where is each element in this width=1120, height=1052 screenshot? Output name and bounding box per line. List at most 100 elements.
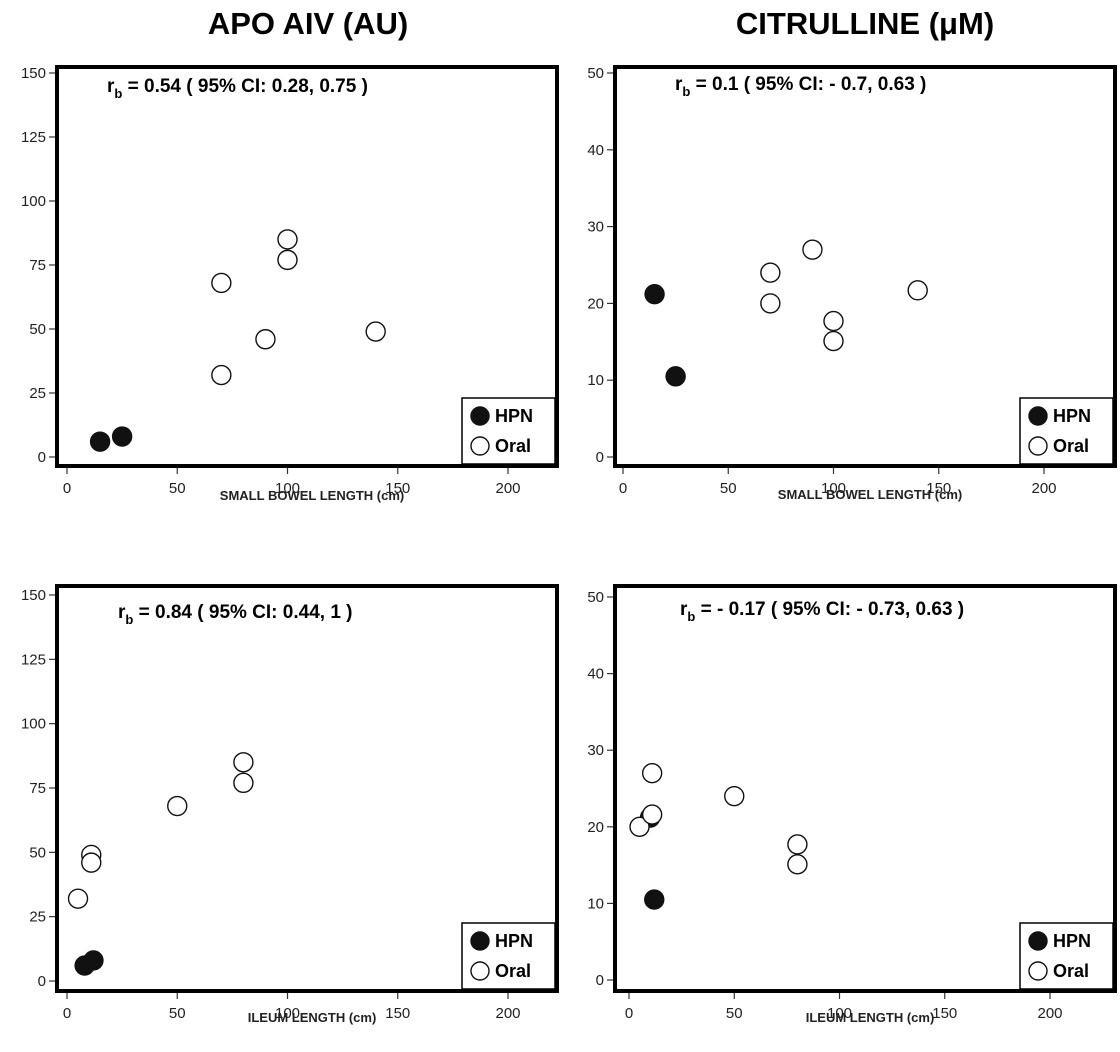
- y-tick-label: 0: [38, 449, 46, 466]
- legend: HPN Oral: [1019, 397, 1114, 465]
- x-tick-label: 200: [495, 1005, 520, 1022]
- x-tick-label: 0: [63, 1005, 71, 1022]
- oral-point: [233, 772, 254, 794]
- oral-point: [823, 310, 844, 332]
- y-tick-label: 10: [587, 895, 604, 912]
- annotation-r: r: [107, 76, 115, 97]
- x-tick-label: 150: [385, 1005, 410, 1022]
- y-tick-label: 20: [587, 819, 604, 836]
- oral-point: [907, 280, 928, 301]
- legend-hpn-marker: [470, 931, 490, 951]
- oral-point: [802, 239, 823, 260]
- plot-frame: [613, 584, 1117, 993]
- x-tick-label: 200: [1037, 1005, 1062, 1022]
- hpn-point: [111, 426, 133, 447]
- plot-frame: [55, 584, 559, 993]
- hpn-point: [644, 283, 665, 305]
- x-tick-label: 150: [932, 1005, 957, 1022]
- y-tick-label: 0: [596, 972, 604, 989]
- oral-point: [724, 785, 745, 807]
- oral-point: [760, 293, 781, 314]
- x-tick-label: 0: [625, 1005, 633, 1022]
- hpn-point: [665, 366, 686, 387]
- x-tick-label: 0: [619, 480, 627, 497]
- oral-point: [167, 795, 188, 817]
- x-axis-label: ILEUM LENGTH (cm): [806, 1010, 935, 1025]
- y-tick-label: 75: [29, 780, 46, 797]
- legend: HPN Oral: [461, 922, 556, 990]
- correlation-annotation: rb = 0.84 ( 95% CI: 0.44, 1 ): [118, 602, 353, 627]
- y-tick-label: 25: [29, 385, 46, 402]
- x-tick-label: 50: [169, 480, 186, 497]
- column-title-citrulline: CITRULLINE (μM): [735, 6, 995, 41]
- oral-point: [277, 249, 298, 271]
- x-tick-label: 200: [1031, 480, 1056, 497]
- y-tick-label: 100: [21, 716, 46, 733]
- x-tick-label: 200: [495, 480, 520, 497]
- hpn-point: [644, 889, 665, 910]
- y-tick-label: 25: [29, 909, 46, 926]
- y-tick-label: 50: [29, 321, 46, 338]
- annotation-value: = 0.84 ( 95% CI: 0.44, 1 ): [133, 602, 352, 623]
- oral-point: [787, 834, 808, 855]
- scatter-panel-3: 0 25 50 75 100 125 150 0 50 100 150 200 ILEUM LENGTH…: [21, 584, 559, 1025]
- x-tick-label: 50: [169, 1005, 186, 1022]
- x-tick-label: 0: [63, 480, 71, 497]
- y-tick-label: 40: [587, 142, 604, 159]
- oral-point: [277, 229, 298, 250]
- y-tick-label: 50: [587, 589, 604, 606]
- oral-point: [760, 262, 781, 283]
- oral-point: [211, 272, 232, 294]
- legend-hpn-label: HPN: [1053, 931, 1091, 951]
- legend-hpn-label: HPN: [495, 406, 533, 426]
- legend-oral-label: Oral: [1053, 436, 1089, 456]
- annotation-subscript: b: [114, 86, 122, 101]
- plot-frame: [55, 65, 559, 468]
- x-axis-label: ILEUM LENGTH (cm): [248, 1010, 377, 1025]
- annotation-r: r: [118, 602, 126, 623]
- scatter-panel-1: 0 25 50 75 100 125 150 0 50 100 150 200 SMALL BOWEL …: [21, 65, 559, 503]
- annotation-subscript: b: [682, 84, 690, 99]
- annotation-value: = 0.1 ( 95% CI: - 0.7, 0.63 ): [690, 74, 926, 95]
- legend-oral-label: Oral: [495, 436, 531, 456]
- y-tick-label: 40: [587, 666, 604, 683]
- oral-point: [629, 816, 650, 837]
- oral-point: [67, 888, 89, 909]
- y-tick-label: 30: [587, 219, 604, 236]
- y-tick-label: 50: [587, 65, 604, 82]
- y-tick-label: 30: [587, 742, 604, 759]
- y-tick-label: 0: [38, 973, 46, 990]
- scatter-panel-4: 0 10 20 30 40 50 0 50 100 150 200 ILEUM LENGTH (cm)…: [587, 584, 1117, 1025]
- y-tick-label: 0: [596, 449, 604, 466]
- legend-hpn-marker: [1028, 406, 1048, 426]
- y-tick-label: 150: [21, 587, 46, 604]
- y-tick-label: 75: [29, 257, 46, 274]
- x-tick-label: 100: [827, 1005, 852, 1022]
- legend: HPN Oral: [461, 397, 556, 465]
- correlation-annotation: rb = - 0.17 ( 95% CI: - 0.73, 0.63 ): [680, 599, 964, 624]
- legend-oral-label: Oral: [1053, 961, 1089, 981]
- x-tick-label: 100: [275, 480, 300, 497]
- y-tick-label: 100: [21, 193, 46, 210]
- x-axis-label: SMALL BOWEL LENGTH (cm): [220, 488, 404, 503]
- oral-point: [81, 852, 102, 873]
- annotation-r: r: [680, 599, 688, 620]
- oral-point: [787, 854, 808, 875]
- oral-point: [255, 329, 276, 350]
- y-tick-label: 20: [587, 295, 604, 312]
- x-tick-label: 50: [726, 1005, 743, 1022]
- y-tick-label: 125: [21, 651, 46, 668]
- annotation-value: = - 0.17 ( 95% CI: - 0.73, 0.63 ): [695, 599, 964, 620]
- legend-oral-marker: [470, 961, 490, 981]
- hpn-point: [89, 431, 111, 452]
- legend-hpn-marker: [470, 406, 490, 426]
- x-tick-label: 100: [821, 480, 846, 497]
- column-title-apo-aiv: APO AIV (AU): [207, 6, 409, 41]
- legend-oral-marker: [470, 436, 490, 456]
- annotation-r: r: [675, 74, 683, 95]
- y-tick-label: 50: [29, 844, 46, 861]
- plot-frame: [613, 65, 1117, 468]
- oral-point: [365, 321, 386, 342]
- scatter-panel-2: 0 10 20 30 40 50 0 50 100 150 200 SMALL BOWEL LENGT…: [587, 65, 1117, 502]
- legend-hpn-marker: [1028, 931, 1048, 951]
